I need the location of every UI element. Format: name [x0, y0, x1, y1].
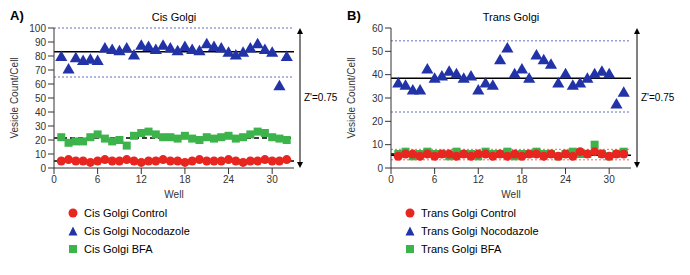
html-text:Cis Golgi Control: Cis Golgi Control — [84, 207, 168, 219]
svg-text:18: 18 — [516, 174, 528, 185]
svg-text:30: 30 — [604, 174, 616, 185]
svg-text:20: 20 — [35, 135, 47, 146]
html-text:Trans Golgi Nocodazole: Trans Golgi Nocodazole — [421, 225, 539, 237]
html-text:Trans Golgi BFA: Trans Golgi BFA — [421, 243, 502, 255]
svg-text:10: 10 — [35, 149, 47, 160]
svg-text:30: 30 — [267, 174, 279, 185]
svg-text:50: 50 — [35, 93, 47, 104]
html-text:Cis Golgi: Cis Golgi — [151, 11, 197, 23]
svg-text:24: 24 — [560, 174, 572, 185]
svg-text:Well: Well — [164, 189, 183, 198]
svg-text:6: 6 — [95, 174, 101, 185]
svg-text:80: 80 — [35, 51, 47, 62]
html-text:A): A) — [10, 8, 24, 23]
svg-text:0: 0 — [377, 163, 383, 174]
svg-text:90: 90 — [35, 37, 47, 48]
svg-text:Vesicle Count/Cell: Vesicle Count/Cell — [9, 57, 20, 138]
html-text:Trans Golgi: Trans Golgi — [482, 11, 540, 23]
svg-text:0: 0 — [388, 174, 394, 185]
svg-text:Vesicle Count/Cell: Vesicle Count/Cell — [346, 57, 357, 138]
html-text:B): B) — [347, 8, 361, 23]
svg-text:50: 50 — [372, 46, 384, 57]
svg-text:10: 10 — [372, 139, 384, 150]
svg-text:0: 0 — [40, 163, 46, 174]
svg-text:Well: Well — [501, 189, 520, 198]
svg-text:6: 6 — [432, 174, 438, 185]
html-text:Cis Golgi Nocodazole: Cis Golgi Nocodazole — [84, 225, 190, 237]
html-text:Z'=0.75: Z'=0.75 — [641, 92, 675, 103]
svg-text:0: 0 — [51, 174, 57, 185]
html-text:Z'=0.75: Z'=0.75 — [304, 92, 338, 103]
svg-text:40: 40 — [35, 107, 47, 118]
svg-text:24: 24 — [223, 174, 235, 185]
html-text:Trans Golgi Control: Trans Golgi Control — [421, 207, 516, 219]
svg-text:60: 60 — [372, 23, 384, 34]
svg-text:12: 12 — [136, 174, 148, 185]
svg-text:20: 20 — [372, 116, 384, 127]
svg-text:18: 18 — [179, 174, 191, 185]
svg-text:30: 30 — [372, 93, 384, 104]
svg-text:60: 60 — [35, 79, 47, 90]
svg-text:30: 30 — [35, 121, 47, 132]
html-text:Cis Golgi BFA: Cis Golgi BFA — [84, 243, 153, 255]
svg-text:40: 40 — [372, 69, 384, 80]
svg-text:70: 70 — [35, 65, 47, 76]
svg-text:100: 100 — [29, 23, 46, 34]
svg-text:12: 12 — [473, 174, 485, 185]
